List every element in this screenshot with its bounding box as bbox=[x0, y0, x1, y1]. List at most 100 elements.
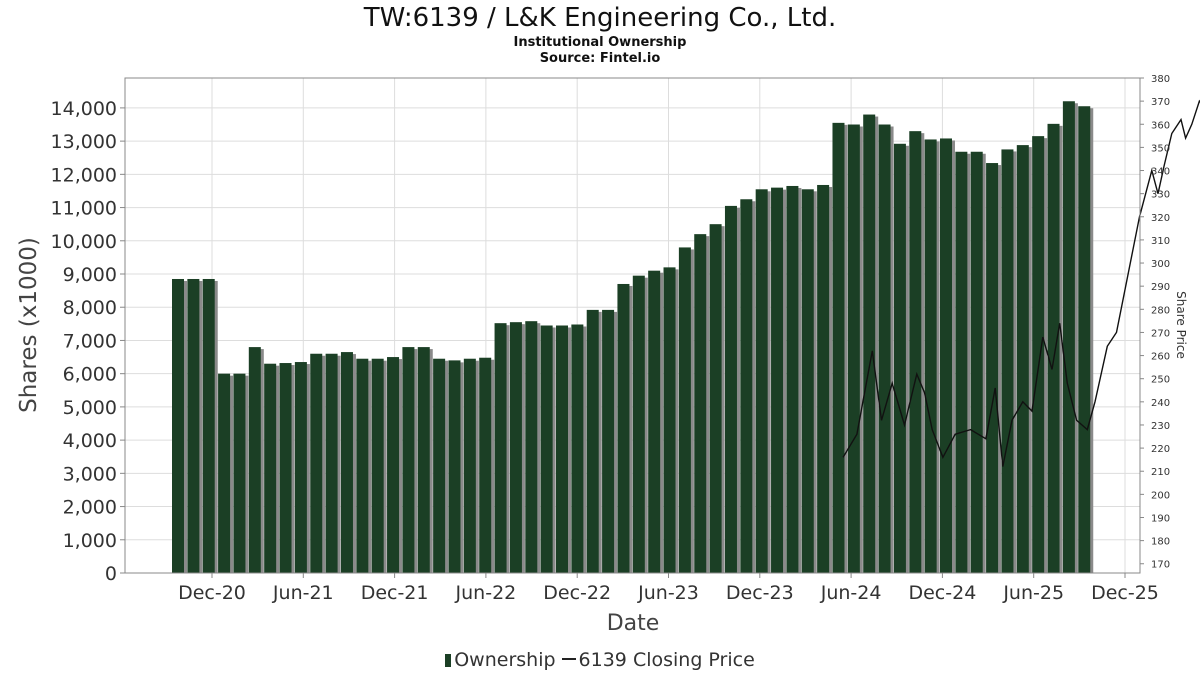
y2-tick-label: 200 bbox=[1151, 490, 1170, 501]
ownership-bar bbox=[663, 267, 676, 573]
ownership-bar bbox=[448, 360, 461, 573]
ownership-bar bbox=[233, 373, 246, 573]
y2-tick-label: 280 bbox=[1151, 305, 1170, 316]
y-axis-label: Shares (x1000) bbox=[16, 237, 42, 413]
y2-tick-label: 250 bbox=[1151, 375, 1170, 386]
ownership-bar bbox=[863, 114, 876, 573]
legend-ownership-swatch bbox=[445, 654, 452, 667]
y2-tick-label: 360 bbox=[1151, 120, 1170, 131]
y-tick-label: 6,000 bbox=[63, 364, 117, 386]
y2-tick-label: 300 bbox=[1151, 259, 1170, 270]
y2-tick-label: 370 bbox=[1151, 97, 1170, 108]
x-tick-label: Dec-23 bbox=[726, 582, 794, 604]
ownership-bar bbox=[709, 224, 722, 573]
y-tick-label: 14,000 bbox=[51, 98, 117, 120]
ownership-bar bbox=[970, 151, 983, 573]
x-tick-label: Dec-24 bbox=[908, 582, 976, 604]
ownership-bar bbox=[340, 352, 353, 573]
y2-tick-label: 180 bbox=[1151, 537, 1170, 548]
ownership-bar bbox=[540, 325, 553, 573]
y-tick-label: 1,000 bbox=[63, 530, 117, 552]
x-tick-label: Dec-22 bbox=[543, 582, 611, 604]
ownership-bar bbox=[832, 122, 845, 573]
ownership-bar bbox=[678, 247, 691, 573]
ownership-bar bbox=[786, 185, 799, 574]
ownership-bar bbox=[632, 275, 645, 573]
chart-source: Source: Fintel.io bbox=[539, 51, 661, 66]
x-tick-label: Jun-24 bbox=[820, 582, 882, 604]
ownership-bar bbox=[218, 373, 231, 573]
ownership-bar bbox=[724, 205, 737, 573]
ownership-bar bbox=[264, 363, 277, 573]
ownership-bar bbox=[387, 357, 400, 573]
ownership-bar bbox=[602, 309, 615, 573]
y2-tick-label: 220 bbox=[1151, 444, 1170, 455]
ownership-bar bbox=[909, 131, 922, 573]
y2-tick-label: 210 bbox=[1151, 467, 1170, 478]
ownership-bar bbox=[371, 358, 384, 573]
ownership-bar bbox=[955, 151, 968, 573]
ownership-bar bbox=[325, 353, 338, 573]
ownership-bar bbox=[402, 347, 415, 573]
ownership-bar bbox=[525, 321, 538, 573]
ownership-bar bbox=[248, 347, 261, 573]
ownership-bar bbox=[494, 323, 507, 573]
ownership-bar bbox=[1016, 145, 1029, 574]
y-tick-label: 7,000 bbox=[63, 330, 117, 352]
ownership-bar bbox=[586, 309, 599, 573]
y-tick-label: 10,000 bbox=[51, 231, 117, 253]
legend-ownership-label: Ownership bbox=[454, 649, 556, 671]
ownership-bar bbox=[433, 358, 446, 573]
ownership-bar bbox=[740, 199, 753, 573]
ownership-bar bbox=[1001, 149, 1014, 573]
y-tick-label: 4,000 bbox=[63, 430, 117, 452]
y2-tick-label: 350 bbox=[1151, 143, 1170, 154]
x-axis-label: Date bbox=[607, 611, 660, 636]
ownership-bar bbox=[878, 124, 891, 573]
y-tick-label: 2,000 bbox=[63, 497, 117, 519]
ownership-bar bbox=[463, 358, 476, 573]
axis-layer: 0 1,000 2,000 3,000 4,000 5,000 6,000 7,000 8,00… bbox=[51, 74, 1171, 604]
ownership-bar bbox=[801, 189, 814, 574]
y-tick-label: 11,000 bbox=[51, 198, 117, 220]
y2-tick-label: 230 bbox=[1151, 421, 1170, 432]
y-tick-label: 5,000 bbox=[63, 397, 117, 419]
y-tick-label: 8,000 bbox=[63, 297, 117, 319]
y-tick-label: 13,000 bbox=[51, 131, 117, 153]
ownership-bar bbox=[556, 325, 568, 573]
y-tick-label: 3,000 bbox=[63, 463, 117, 485]
ownership-bar bbox=[617, 283, 630, 573]
ownership-bar bbox=[479, 357, 492, 573]
ownership-bar bbox=[940, 138, 952, 574]
ownership-bar bbox=[893, 143, 906, 574]
y2-tick-label: 340 bbox=[1151, 167, 1170, 178]
y2-tick-label: 260 bbox=[1151, 352, 1170, 363]
plot-frame bbox=[124, 77, 1141, 574]
y-tick-label: 0 bbox=[105, 563, 117, 585]
price-line bbox=[842, 99, 1200, 467]
y-tick-label: 9,000 bbox=[63, 264, 117, 286]
ownership-bar bbox=[694, 234, 707, 574]
ownership-bar bbox=[294, 362, 307, 573]
legend-price-label: 6139 Closing Price bbox=[578, 649, 755, 671]
ownership-bar bbox=[755, 189, 768, 574]
ownership-bar bbox=[509, 322, 522, 573]
y2-tick-label: 240 bbox=[1151, 398, 1170, 409]
ownership-bar bbox=[924, 139, 937, 574]
ownership-bar bbox=[1062, 101, 1075, 573]
y2-tick-label: 380 bbox=[1151, 74, 1170, 85]
y2-tick-label: 310 bbox=[1151, 236, 1170, 247]
y2-tick-label: 190 bbox=[1151, 513, 1170, 524]
ownership-bar bbox=[847, 124, 860, 573]
y-tick-label: 12,000 bbox=[51, 164, 117, 186]
x-tick-label: Dec-20 bbox=[178, 582, 246, 604]
ownership-bar bbox=[817, 184, 830, 574]
legend: Ownership 6139 Closing Price bbox=[0, 648, 1200, 672]
ownership-bar bbox=[1078, 106, 1091, 574]
ownership-bar bbox=[202, 278, 215, 573]
price-layer bbox=[842, 99, 1200, 467]
ownership-bar bbox=[417, 347, 430, 573]
x-tick-label: Dec-21 bbox=[361, 582, 429, 604]
ownership-bar bbox=[1032, 136, 1045, 574]
